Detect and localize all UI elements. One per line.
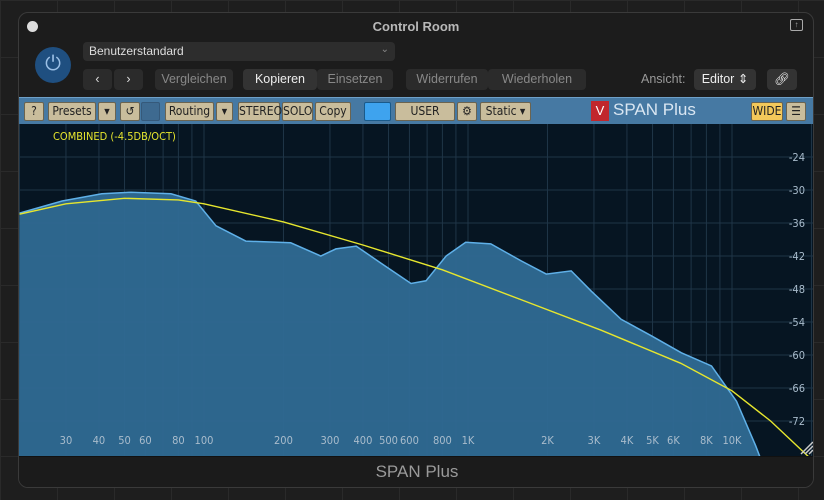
voxengo-logo: V bbox=[591, 100, 609, 121]
x-tick-label: 50 bbox=[118, 434, 131, 447]
x-tick-label: 400 bbox=[353, 434, 372, 447]
static-dropdown[interactable]: Static ▾ bbox=[480, 102, 531, 121]
y-tick-label: -54 bbox=[789, 316, 805, 329]
x-tick-label: 80 bbox=[172, 434, 185, 447]
y-tick-label: -66 bbox=[789, 382, 805, 395]
plugin-window: Control Room ↑ ⏻ Benutzerstandard ⌄ ‹ › V… bbox=[18, 12, 814, 488]
x-tick-label: 800 bbox=[433, 434, 452, 447]
user-button[interactable]: USER bbox=[395, 102, 455, 121]
paste-button[interactable]: Einsetzen bbox=[317, 69, 393, 90]
x-tick-label: 200 bbox=[274, 434, 293, 447]
link-button[interactable]: 🔗︎ bbox=[767, 69, 797, 90]
x-tick-label: 30 bbox=[60, 434, 73, 447]
presets-dropdown-arrow[interactable]: ▾ bbox=[98, 102, 116, 121]
blank-slot[interactable] bbox=[141, 102, 160, 121]
y-tick-label: -60 bbox=[789, 349, 805, 362]
stereo-button[interactable]: STEREO bbox=[238, 102, 282, 121]
y-tick-label: -48 bbox=[789, 283, 805, 296]
float-window-icon[interactable]: ↑ bbox=[790, 19, 803, 31]
spectrum-area bbox=[19, 192, 763, 465]
close-button[interactable] bbox=[27, 21, 38, 32]
view-value: Editor bbox=[701, 72, 735, 86]
brand: V SPAN Plus bbox=[591, 100, 696, 121]
x-tick-label: 8K bbox=[700, 434, 713, 447]
menu-icon[interactable]: ☰ bbox=[786, 102, 806, 121]
spectrum-chart: 30 40 50 60 80 100 200 300 400 500 600 800 1K 2K 3K 4K 5… bbox=[19, 124, 813, 466]
routing-dropdown-arrow[interactable]: ▾ bbox=[216, 102, 233, 121]
x-tick-label: 40 bbox=[93, 434, 106, 447]
color-toggle[interactable] bbox=[364, 102, 391, 121]
x-tick-label: 10K bbox=[722, 434, 742, 447]
redo-button[interactable]: Wiederholen bbox=[488, 69, 586, 90]
compare-button[interactable]: Vergleichen bbox=[155, 69, 233, 90]
y-tick-label: -24 bbox=[789, 151, 805, 164]
copy-button[interactable]: Kopieren bbox=[243, 69, 317, 90]
x-tick-label: 3K bbox=[588, 434, 601, 447]
plugin-name-footer: SPAN Plus bbox=[19, 456, 813, 487]
reset-icon[interactable]: ↺ bbox=[120, 102, 140, 121]
undo-button[interactable]: Widerrufen bbox=[406, 69, 488, 90]
routing-button[interactable]: Routing bbox=[165, 102, 214, 121]
x-tick-label: 100 bbox=[195, 434, 214, 447]
y-tick-label: -30 bbox=[789, 184, 805, 197]
spectrum-plot[interactable]: 30 40 50 60 80 100 200 300 400 500 600 800 1K 2K 3K 4K 5… bbox=[19, 124, 813, 466]
preset-dropdown[interactable]: Benutzerstandard ⌄ bbox=[83, 42, 395, 61]
resize-handle-icon bbox=[800, 441, 813, 455]
x-tick-label: 4K bbox=[621, 434, 634, 447]
span-toolbar: ? Presets ▾ ↺ Routing ▾ STEREO SOLO Copy… bbox=[19, 97, 813, 124]
x-tick-label: 2K bbox=[541, 434, 554, 447]
preset-value: Benutzerstandard bbox=[89, 44, 184, 58]
help-button[interactable]: ? bbox=[24, 102, 44, 121]
x-tick-label: 60 bbox=[139, 434, 152, 447]
y-tick-label: -72 bbox=[789, 415, 805, 428]
spectrum-line bbox=[19, 191, 764, 466]
y-tick-label: -36 bbox=[789, 217, 805, 230]
presets-button[interactable]: Presets bbox=[48, 102, 96, 121]
brand-name: SPAN Plus bbox=[613, 100, 696, 119]
wide-button[interactable]: WIDE bbox=[751, 102, 783, 121]
copy-settings-button[interactable]: Copy bbox=[315, 102, 351, 121]
x-tick-label: 500 bbox=[379, 434, 398, 447]
gear-icon[interactable]: ⚙ bbox=[457, 102, 477, 121]
previous-button[interactable]: ‹ bbox=[83, 69, 112, 90]
x-tick-label: 5K bbox=[646, 434, 659, 447]
view-label: Ansicht: bbox=[641, 72, 686, 86]
x-tick-label: 600 bbox=[400, 434, 419, 447]
y-tick-label: -42 bbox=[789, 250, 805, 263]
x-tick-label: 300 bbox=[321, 434, 340, 447]
window-title: Control Room bbox=[372, 19, 460, 34]
next-button[interactable]: › bbox=[114, 69, 143, 90]
updown-chevron-icon: ⇕ bbox=[737, 72, 749, 86]
x-tick-label: 1K bbox=[462, 434, 475, 447]
x-tick-label: 6K bbox=[667, 434, 680, 447]
view-dropdown[interactable]: Editor ⇕ bbox=[694, 69, 756, 90]
combined-tilt-line bbox=[19, 197, 812, 461]
chevron-down-icon: ⌄ bbox=[380, 44, 389, 55]
power-button[interactable]: ⏻ bbox=[35, 47, 71, 83]
combined-annotation: COMBINED (-4.5DB/OCT) bbox=[53, 130, 176, 143]
link-icon: 🔗︎ bbox=[774, 72, 790, 86]
solo-button[interactable]: SOLO bbox=[282, 102, 313, 121]
